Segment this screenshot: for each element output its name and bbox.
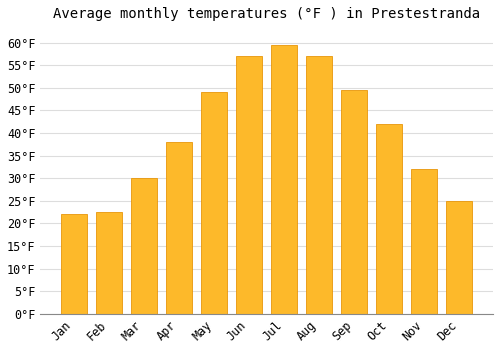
Title: Average monthly temperatures (°F ) in Prestestranda: Average monthly temperatures (°F ) in Pr… xyxy=(53,7,480,21)
Bar xyxy=(411,169,438,314)
Bar xyxy=(61,215,87,314)
Bar xyxy=(341,90,367,314)
Bar xyxy=(166,142,192,314)
Bar xyxy=(131,178,157,314)
Bar xyxy=(236,56,262,314)
Bar xyxy=(446,201,472,314)
Bar xyxy=(306,56,332,314)
Bar xyxy=(201,92,228,314)
Bar xyxy=(376,124,402,314)
Bar xyxy=(96,212,122,314)
Bar xyxy=(271,45,297,314)
